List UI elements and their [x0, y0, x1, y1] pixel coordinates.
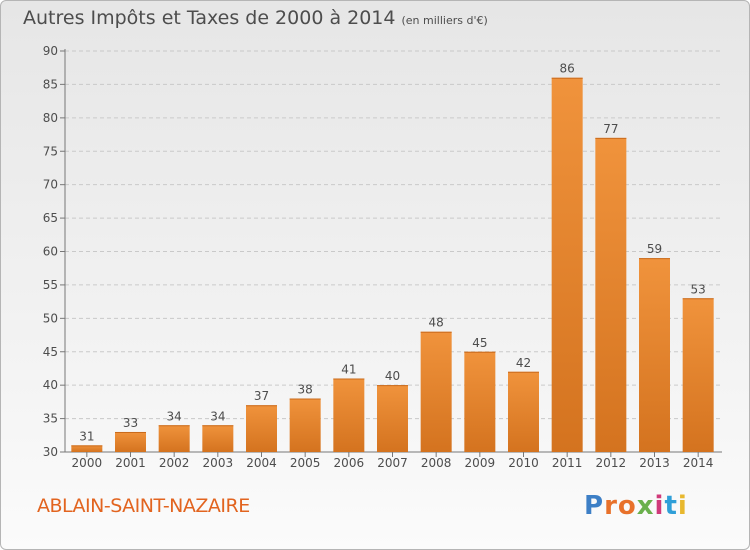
- title-unit: (en milliers d'€): [401, 14, 488, 27]
- bar-2003: [202, 425, 234, 452]
- bar-2014: [682, 298, 714, 452]
- data-label: 77: [603, 122, 618, 136]
- bar-2006: [333, 378, 365, 452]
- x-tick-label: 2006: [334, 456, 365, 470]
- logo-letter: x: [636, 491, 655, 521]
- x-tick-label: 2004: [246, 456, 277, 470]
- y-tick-label: 75: [43, 144, 58, 158]
- bar-2013: [639, 258, 670, 452]
- x-tick-label: 2005: [290, 456, 321, 470]
- y-tick-label: 35: [43, 412, 58, 426]
- x-tick-label: 2014: [683, 456, 714, 470]
- logo-letter: i: [677, 491, 688, 521]
- bar-2009: [464, 351, 496, 452]
- bar-2007: [377, 385, 408, 452]
- y-tick-label: 80: [43, 111, 58, 125]
- bar-2008: [420, 331, 452, 452]
- data-label: 45: [472, 336, 487, 350]
- data-label: 41: [341, 362, 356, 376]
- x-tick-label: 2011: [552, 456, 583, 470]
- logo-letter: t: [664, 491, 678, 521]
- y-tick-label: 65: [43, 211, 58, 225]
- data-label: 59: [647, 242, 662, 256]
- bars: [71, 77, 714, 452]
- data-label: 34: [210, 409, 225, 423]
- title-main: Autres Impôts et Taxes de 2000 à 2014: [23, 7, 396, 29]
- logo-letter: P: [584, 491, 605, 521]
- y-tick-label: 90: [43, 44, 58, 58]
- bar-2000: [71, 445, 103, 452]
- data-label: 42: [516, 356, 531, 370]
- data-label: 34: [167, 409, 182, 423]
- data-label: 53: [691, 282, 706, 296]
- logo-letter: i: [654, 491, 665, 521]
- labels: 30 35 40 45 50 55 60 65 70 75 80 85 90 31 2000 33 2001 34…: [43, 44, 714, 470]
- y-tick-label: 40: [43, 378, 58, 392]
- data-label: 31: [79, 429, 94, 443]
- x-tick-label: 2007: [377, 456, 408, 470]
- commune-name: ABLAIN-SAINT-NAZAIRE: [37, 495, 250, 517]
- bar-2005: [289, 398, 321, 452]
- bar-2011: [551, 77, 583, 452]
- bar-2001: [115, 431, 146, 452]
- data-label: 48: [429, 316, 444, 330]
- x-tick-label: 2001: [115, 456, 146, 470]
- logo-letter: o: [617, 491, 637, 521]
- y-tick-label: 45: [43, 345, 58, 359]
- logo-letter: r: [604, 491, 618, 521]
- x-tick-label: 2003: [203, 456, 234, 470]
- bar-2002: [158, 425, 190, 452]
- data-label: 37: [254, 389, 269, 403]
- data-label: 86: [560, 62, 575, 76]
- bar-2012: [595, 137, 627, 452]
- x-tick-label: 2008: [421, 456, 452, 470]
- x-tick-label: 2009: [465, 456, 496, 470]
- x-tick-label: 2010: [508, 456, 539, 470]
- x-tick-label: 2012: [596, 456, 627, 470]
- x-tick-label: 2013: [639, 456, 670, 470]
- chart-title: Autres Impôts et Taxes de 2000 à 2014 (en…: [23, 7, 488, 29]
- y-tick-label: 60: [43, 245, 58, 259]
- y-tick-label: 55: [43, 278, 58, 292]
- proxiti-logo: Proxiti: [584, 491, 688, 521]
- bar-2004: [246, 405, 277, 452]
- x-tick-label: 2000: [72, 456, 103, 470]
- data-label: 40: [385, 369, 400, 383]
- y-tick-label: 85: [43, 77, 58, 91]
- bar-2010: [508, 371, 539, 452]
- y-tick-label: 50: [43, 311, 58, 325]
- data-label: 33: [123, 416, 138, 430]
- y-tick-label: 70: [43, 178, 58, 192]
- y-tick-label: 30: [43, 445, 58, 459]
- x-tick-label: 2002: [159, 456, 190, 470]
- data-label: 38: [298, 383, 313, 397]
